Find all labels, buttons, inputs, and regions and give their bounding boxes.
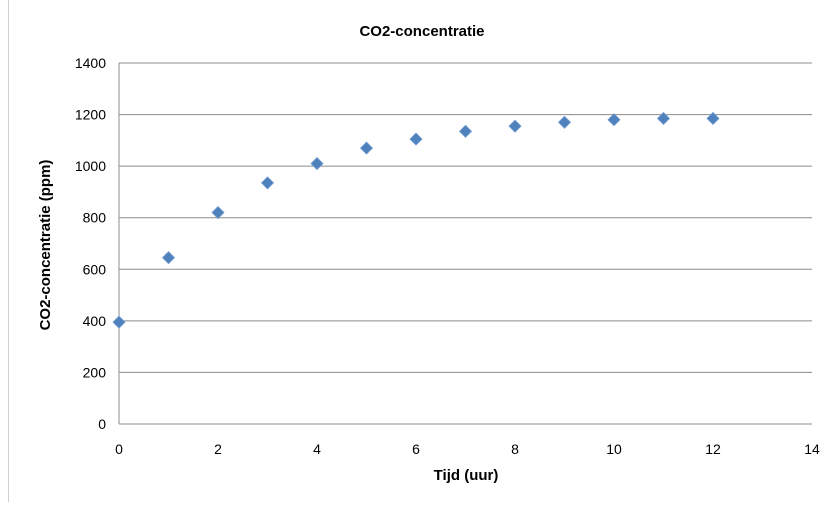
data-point	[359, 141, 374, 155]
data-points	[112, 111, 720, 329]
data-point	[112, 315, 126, 329]
x-tick-label: 6	[412, 441, 420, 457]
chart-title: CO2-concentratie	[359, 23, 484, 40]
x-tick-label: 8	[511, 441, 519, 457]
data-point	[557, 115, 572, 129]
data-point	[409, 132, 423, 146]
x-tick-label: 0	[115, 441, 123, 457]
data-point	[458, 124, 473, 138]
grid-lines	[119, 62, 812, 373]
x-tick-label: 12	[705, 441, 721, 457]
y-tick-label: 1400	[75, 55, 106, 71]
axes	[118, 63, 812, 425]
y-tick-label: 800	[83, 210, 107, 226]
x-tick-label: 14	[804, 441, 820, 457]
x-tick-label: 2	[214, 441, 222, 457]
x-tick-label: 10	[606, 441, 622, 457]
y-tick-label: 600	[83, 261, 107, 277]
data-point	[508, 119, 522, 133]
x-tick-label: 4	[313, 441, 321, 457]
chart-frame	[8, 0, 828, 502]
data-point	[211, 205, 225, 220]
data-point	[607, 113, 621, 127]
y-tick-label: 0	[98, 416, 106, 432]
data-point	[260, 176, 275, 190]
y-tick-labels: 0 200 400 600 800 1000 1200 1400	[75, 55, 106, 432]
y-tick-label: 1200	[75, 107, 106, 123]
data-point	[310, 156, 324, 171]
x-axis-title: Tijd (uur)	[434, 467, 499, 484]
x-tick-labels: 0 2 4 6 8 10 12 14	[115, 441, 820, 457]
y-tick-label: 200	[83, 364, 107, 380]
data-point	[161, 251, 176, 265]
data-point	[706, 111, 720, 126]
y-axis-title: CO2-concentratie (ppm)	[37, 160, 54, 331]
data-point	[656, 111, 671, 126]
y-tick-label: 1000	[75, 158, 106, 174]
y-tick-label: 400	[83, 313, 107, 329]
